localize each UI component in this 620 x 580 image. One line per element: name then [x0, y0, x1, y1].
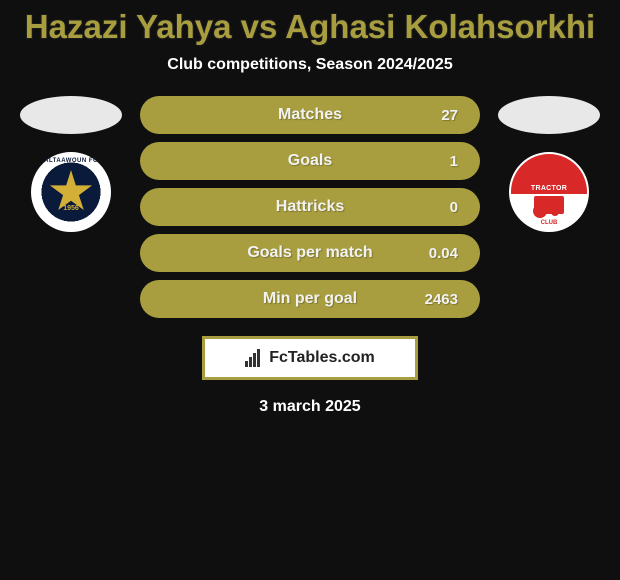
stat-right-value: 2463	[418, 291, 458, 308]
right-club-top: TRACTOR	[511, 154, 587, 194]
page-title: Hazazi Yahya vs Aghasi Kolahsorkhi	[0, 8, 620, 46]
tractor-wheel-icon	[551, 208, 559, 216]
left-club-badge: ALTAAWOUN FC 1956	[31, 152, 111, 232]
stat-row-goals-per-match: Goals per match 0.04	[140, 234, 480, 272]
stat-row-matches: Matches 27	[140, 96, 480, 134]
left-player-photo-placeholder	[20, 96, 122, 134]
left-club-year: 1956	[63, 205, 79, 212]
stat-label: Hattricks	[276, 198, 344, 216]
stats-column: Matches 27 Goals 1 Hattricks 0 Goals per…	[140, 96, 480, 318]
stat-row-goals: Goals 1	[140, 142, 480, 180]
right-club-badge: TRACTOR CLUB	[509, 152, 589, 232]
stat-right-value: 0.04	[418, 245, 458, 262]
date-text: 3 march 2025	[0, 398, 620, 416]
brand-box[interactable]: FcTables.com	[202, 336, 418, 380]
comparison-card: Hazazi Yahya vs Aghasi Kolahsorkhi Club …	[0, 0, 620, 416]
stat-row-hattricks: Hattricks 0	[140, 188, 480, 226]
content-row: ALTAAWOUN FC 1956 Matches 27 Goals 1 Hat…	[0, 96, 620, 318]
right-player-column: TRACTOR CLUB	[490, 96, 608, 232]
stat-label: Goals per match	[247, 244, 372, 262]
bar-chart-icon	[245, 349, 263, 367]
brand-text: FcTables.com	[269, 349, 375, 367]
right-club-sub: CLUB	[541, 220, 558, 226]
stat-label: Goals	[288, 152, 332, 170]
right-player-photo-placeholder	[498, 96, 600, 134]
right-club-name: TRACTOR	[531, 185, 567, 192]
stat-right-value: 27	[418, 107, 458, 124]
stat-right-value: 0	[418, 199, 458, 216]
stat-right-value: 1	[418, 153, 458, 170]
stat-row-min-per-goal: Min per goal 2463	[140, 280, 480, 318]
subtitle: Club competitions, Season 2024/2025	[0, 56, 620, 74]
stat-label: Matches	[278, 106, 342, 124]
left-player-column: ALTAAWOUN FC 1956	[12, 96, 130, 232]
left-club-name: ALTAAWOUN FC	[44, 158, 98, 164]
stat-label: Min per goal	[263, 290, 357, 308]
tractor-wheel-icon	[533, 204, 547, 218]
